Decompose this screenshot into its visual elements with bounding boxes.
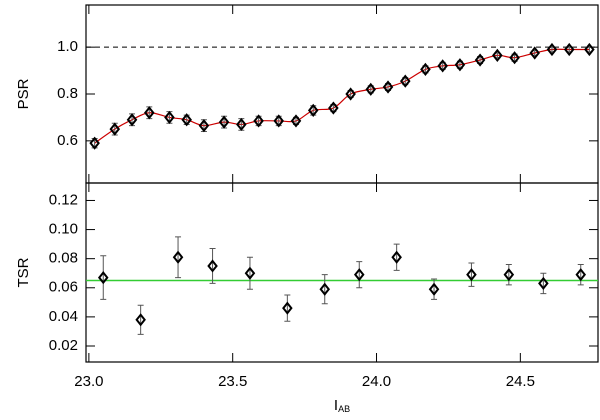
data-point (345, 87, 356, 101)
error-bar (540, 272, 547, 295)
x-axis-label-main: I (334, 397, 338, 414)
data-point (454, 58, 466, 72)
data-point (466, 268, 477, 282)
data-point (290, 114, 302, 128)
error-bar (137, 304, 144, 335)
x-tick-label: 23.5 (218, 373, 247, 390)
y-axis-label: TSR (15, 257, 32, 287)
data-point (273, 114, 284, 128)
plot-frame (85, 4, 599, 184)
error-bar (246, 256, 253, 290)
error-bar (505, 263, 512, 286)
y-tick-label: 0.02 (49, 337, 78, 354)
error-bar (175, 236, 182, 279)
error-bar (393, 243, 400, 271)
error-bar (356, 261, 363, 289)
fit-line (94, 48, 590, 144)
data-point (282, 301, 293, 315)
data-point (218, 115, 230, 129)
data-point (503, 268, 515, 282)
data-point (89, 136, 100, 150)
error-bar (100, 255, 107, 300)
x-tick-label: 24.0 (362, 373, 391, 390)
data-point (307, 103, 319, 117)
data-point (575, 268, 587, 282)
data-point (365, 82, 377, 96)
y-tick-label: 0.10 (49, 221, 78, 238)
y-tick-label: 0.08 (49, 250, 78, 267)
data-point (328, 101, 339, 115)
data-point (144, 106, 155, 120)
data-point (164, 110, 175, 125)
data-point (253, 114, 264, 128)
data-point (172, 250, 184, 264)
y-tick-label: 1.0 (57, 38, 78, 55)
data-point (584, 42, 595, 57)
data-point (97, 270, 109, 285)
y-tick-label: 0.6 (57, 132, 78, 149)
data-point (126, 113, 138, 127)
data-point (474, 53, 486, 67)
data-point (244, 266, 256, 280)
y-tick-label: 0.8 (57, 85, 78, 102)
error-bar (284, 294, 291, 322)
data-point (353, 268, 365, 282)
plot-frame (85, 182, 599, 363)
data-point (538, 276, 549, 291)
error-bar (209, 247, 216, 284)
x-tick-label: 23.0 (74, 373, 103, 390)
data-point (563, 42, 575, 57)
data-point (391, 250, 402, 264)
error-bar (468, 262, 475, 287)
error-bar (321, 274, 328, 305)
data-point (437, 59, 448, 73)
data-point (382, 80, 394, 94)
data-point (109, 122, 121, 136)
data-point (529, 46, 540, 60)
data-point (181, 113, 192, 127)
y-tick-label: 0.06 (49, 279, 78, 296)
data-point (492, 48, 503, 62)
error-bar (431, 278, 438, 300)
data-point (509, 51, 520, 65)
data-point (198, 119, 210, 133)
data-point (400, 74, 411, 88)
data-point (319, 282, 331, 296)
x-axis-label-sub: AB (338, 404, 350, 414)
data-point (546, 42, 558, 57)
y-tick-label: 0.04 (49, 308, 78, 325)
x-tick-label: 24.5 (506, 373, 535, 390)
y-axis-label: PSR (15, 78, 32, 109)
data-point (428, 282, 440, 296)
data-point (207, 259, 218, 273)
data-point (236, 117, 247, 132)
y-tick-label: 0.12 (49, 191, 78, 208)
data-point (135, 313, 146, 327)
error-bar (577, 263, 584, 286)
x-axis-label: IAB (334, 397, 350, 414)
data-point (420, 62, 431, 77)
